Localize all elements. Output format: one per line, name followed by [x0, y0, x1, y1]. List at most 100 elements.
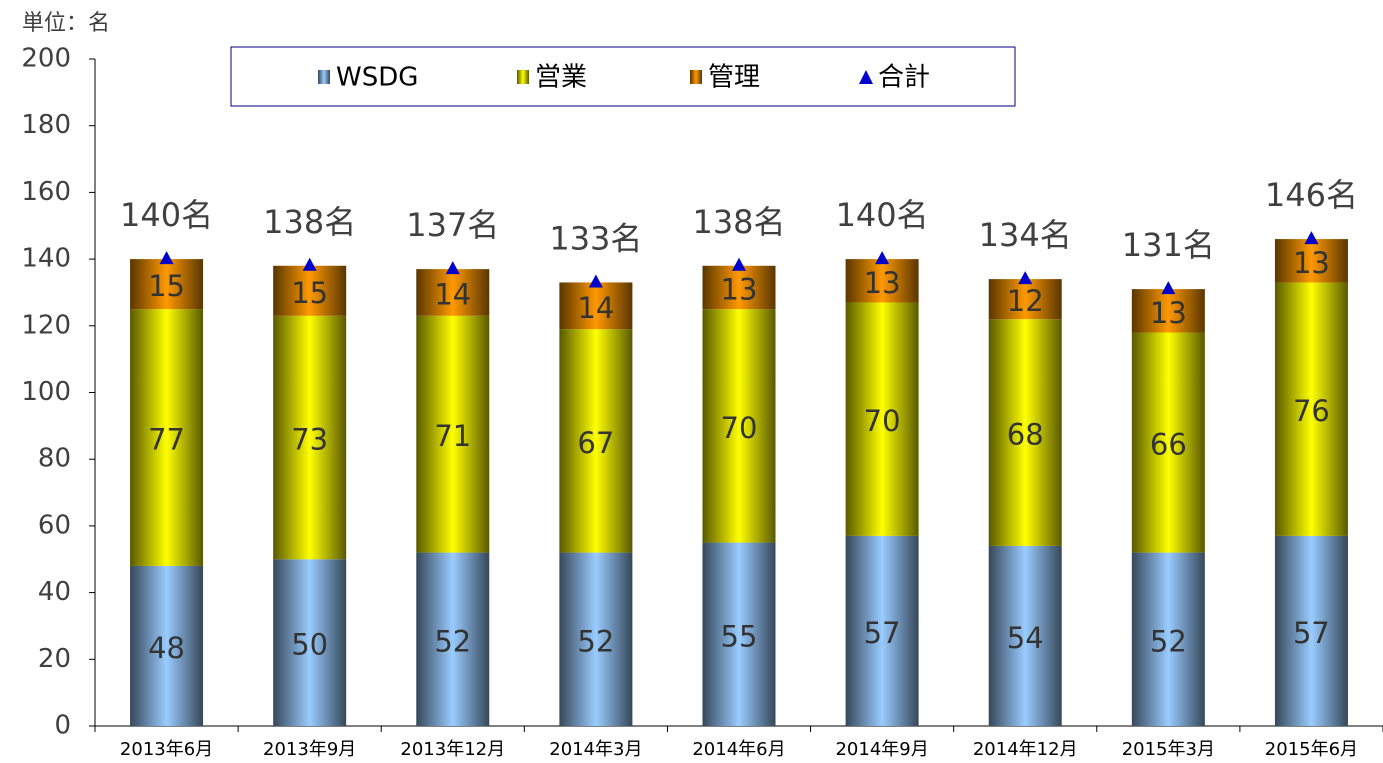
x-tick-label: 2014年12月	[973, 739, 1078, 760]
y-tick-label: 180	[21, 110, 71, 140]
data-label: 54	[1007, 621, 1044, 655]
y-tick-label: 40	[38, 577, 71, 607]
x-tick-label: 2013年6月	[120, 739, 213, 760]
data-label: 15	[291, 276, 328, 310]
bar-segment	[1274, 535, 1348, 726]
data-label: 52	[577, 624, 614, 658]
total-marker	[302, 257, 317, 271]
total-marker	[445, 261, 460, 275]
bar-segment	[273, 315, 347, 560]
data-label: 13	[1293, 246, 1330, 280]
data-label: 15	[148, 269, 185, 303]
bar-segment	[845, 535, 919, 726]
bar-segment	[130, 309, 204, 566]
bar-segment	[273, 265, 347, 316]
bar-segment	[1274, 239, 1348, 283]
x-tick-label: 2015年6月	[1265, 739, 1358, 760]
bar-segment	[1131, 332, 1205, 553]
x-tick-label: 2014年3月	[549, 739, 642, 760]
legend-box	[230, 46, 1016, 107]
bar-segment	[702, 309, 776, 543]
bar-segment	[988, 319, 1062, 546]
data-label: 48	[148, 631, 185, 665]
x-tick-label: 2013年9月	[263, 739, 356, 760]
legend-swatch	[318, 70, 330, 84]
data-label: 66	[1150, 428, 1187, 462]
total-label: 138名	[692, 203, 785, 241]
bar-segment	[845, 259, 919, 303]
y-axis-label: 単位：名	[22, 11, 110, 36]
data-label: 68	[1007, 418, 1044, 452]
total-marker	[875, 251, 890, 265]
total-label: 140名	[120, 196, 213, 234]
y-tick-label: 80	[38, 444, 71, 474]
y-tick-label: 140	[21, 244, 71, 274]
bar-segment	[416, 269, 490, 316]
bar-segment	[416, 552, 490, 726]
x-tick-label: 2014年9月	[835, 739, 928, 760]
y-tick-label: 20	[38, 644, 71, 674]
legend-label: WSDG	[336, 63, 418, 93]
y-tick-label: 200	[21, 44, 71, 74]
bar-segment	[1131, 289, 1205, 333]
total-label: 138名	[263, 203, 356, 241]
x-tick-label: 2014年6月	[692, 739, 785, 760]
legend-label: 営業	[535, 63, 587, 93]
y-tick-label: 160	[21, 177, 71, 207]
bar-segment	[845, 302, 919, 536]
legend-marker	[859, 70, 873, 84]
total-label: 146名	[1265, 176, 1358, 214]
data-label: 57	[1293, 616, 1330, 650]
bar-segment	[1274, 282, 1348, 536]
data-label: 12	[1007, 284, 1044, 318]
bar-segment	[988, 545, 1062, 726]
total-label: 133名	[549, 219, 642, 257]
legend-label: 管理	[708, 63, 760, 93]
bar-segment	[559, 552, 633, 726]
data-label: 50	[291, 628, 328, 662]
bar-segment	[702, 542, 776, 726]
y-tick-label: 100	[21, 377, 71, 407]
data-label: 70	[721, 411, 758, 445]
bar-segment	[1131, 552, 1205, 726]
data-label: 55	[721, 619, 758, 653]
data-label: 52	[1150, 624, 1187, 658]
total-marker	[1018, 271, 1033, 285]
data-label: 52	[434, 624, 471, 658]
data-label: 71	[434, 419, 471, 453]
x-tick-label: 2015年3月	[1122, 739, 1215, 760]
bar-segment	[130, 565, 204, 726]
total-marker	[1161, 281, 1176, 295]
bar-segment	[416, 315, 490, 553]
data-label: 13	[1150, 296, 1187, 330]
total-marker	[159, 251, 174, 265]
total-marker	[732, 257, 746, 271]
y-tick-label: 120	[21, 310, 71, 340]
total-marker	[588, 274, 603, 288]
y-tick-label: 0	[54, 711, 71, 741]
total-marker	[1304, 231, 1319, 245]
x-tick-label: 2013年12月	[400, 739, 505, 760]
data-label: 76	[1293, 394, 1330, 428]
data-label: 14	[577, 291, 614, 325]
legend-swatch	[517, 70, 529, 84]
total-label: 131名	[1122, 226, 1215, 264]
legend-label: 合計	[878, 63, 930, 93]
data-label: 13	[721, 272, 758, 306]
bar-segment	[559, 329, 633, 553]
bar-segment	[559, 282, 633, 330]
data-label: 70	[864, 404, 901, 438]
bar-segment	[273, 559, 347, 726]
data-label: 73	[291, 423, 328, 457]
bar-segment	[702, 265, 776, 310]
data-label: 14	[434, 277, 471, 311]
total-label: 137名	[406, 206, 499, 244]
legend-swatch	[690, 70, 702, 84]
total-label: 140名	[836, 196, 929, 234]
y-tick-label: 60	[38, 510, 71, 540]
data-label: 13	[864, 266, 901, 300]
bar-segment	[988, 279, 1062, 320]
total-label: 134名	[979, 216, 1072, 254]
data-label: 77	[148, 423, 185, 457]
